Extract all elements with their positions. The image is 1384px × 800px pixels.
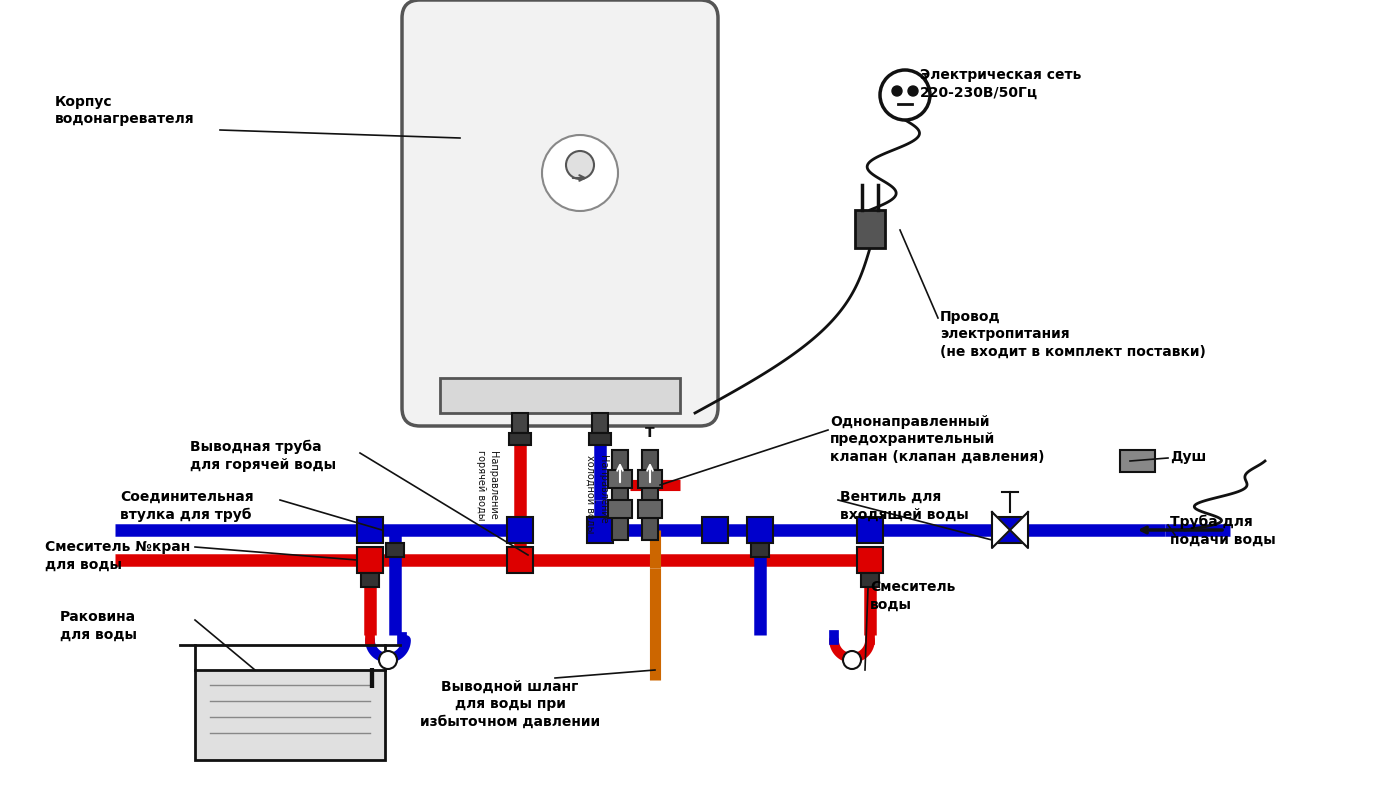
Bar bbox=[587, 517, 613, 543]
Text: Направление
холодной воды: Направление холодной воды bbox=[585, 455, 608, 534]
Text: Электрическая сеть
220-230В/50Гц: Электрическая сеть 220-230В/50Гц bbox=[920, 68, 1081, 99]
Bar bbox=[512, 413, 529, 433]
Text: Провод
электропитания
(не входит в комплект поставки): Провод электропитания (не входит в компл… bbox=[940, 310, 1205, 358]
Bar bbox=[507, 517, 533, 543]
Bar bbox=[357, 547, 383, 573]
Bar bbox=[855, 210, 884, 248]
Bar bbox=[638, 470, 662, 488]
Text: Смеситель
воды: Смеситель воды bbox=[871, 580, 955, 611]
Text: Смеситель №кран
для воды: Смеситель №кран для воды bbox=[46, 540, 190, 571]
Polygon shape bbox=[992, 512, 1010, 548]
Text: Направление
горячей воды: Направление горячей воды bbox=[476, 450, 498, 520]
Text: Раковина
для воды: Раковина для воды bbox=[60, 610, 137, 642]
Bar bbox=[608, 500, 632, 518]
FancyBboxPatch shape bbox=[401, 0, 718, 426]
Bar bbox=[612, 450, 628, 540]
Text: Однонаправленный
предохранительный
клапан (клапан давления): Однонаправленный предохранительный клапа… bbox=[830, 415, 1045, 464]
Bar bbox=[590, 433, 610, 445]
Bar bbox=[592, 413, 608, 433]
Text: Выводной шланг
для воды при
избыточном давлении: Выводной шланг для воды при избыточном д… bbox=[419, 680, 601, 729]
Bar bbox=[361, 573, 379, 587]
Bar bbox=[702, 517, 728, 543]
Circle shape bbox=[908, 86, 918, 96]
Bar bbox=[752, 543, 770, 557]
Bar bbox=[440, 378, 680, 413]
Bar bbox=[642, 450, 657, 540]
Circle shape bbox=[843, 651, 861, 669]
Text: Корпус
водонагревателя: Корпус водонагревателя bbox=[55, 95, 195, 126]
Text: T: T bbox=[645, 426, 655, 440]
Bar bbox=[861, 573, 879, 587]
Text: Выводная труба
для горячей воды: Выводная труба для горячей воды bbox=[190, 440, 336, 472]
Text: Соединительная
втулка для труб: Соединительная втулка для труб bbox=[120, 490, 253, 522]
Bar bbox=[996, 517, 1023, 543]
Bar bbox=[638, 500, 662, 518]
Bar bbox=[357, 517, 383, 543]
Circle shape bbox=[379, 651, 397, 669]
Bar bbox=[1120, 450, 1156, 472]
Bar bbox=[195, 670, 385, 760]
Bar bbox=[747, 517, 774, 543]
Bar bbox=[608, 470, 632, 488]
Circle shape bbox=[880, 70, 930, 120]
Bar bbox=[857, 517, 883, 543]
Bar bbox=[507, 547, 533, 573]
Circle shape bbox=[893, 86, 902, 96]
Text: Труба для
подачи воды: Труба для подачи воды bbox=[1169, 515, 1276, 546]
Bar bbox=[857, 547, 883, 573]
Bar bbox=[386, 543, 404, 557]
Polygon shape bbox=[1010, 512, 1028, 548]
Bar bbox=[509, 433, 531, 445]
Circle shape bbox=[543, 135, 619, 211]
Text: Вентиль для
входящей воды: Вентиль для входящей воды bbox=[840, 490, 969, 522]
Circle shape bbox=[566, 151, 594, 179]
Text: Душ: Душ bbox=[1169, 450, 1207, 464]
